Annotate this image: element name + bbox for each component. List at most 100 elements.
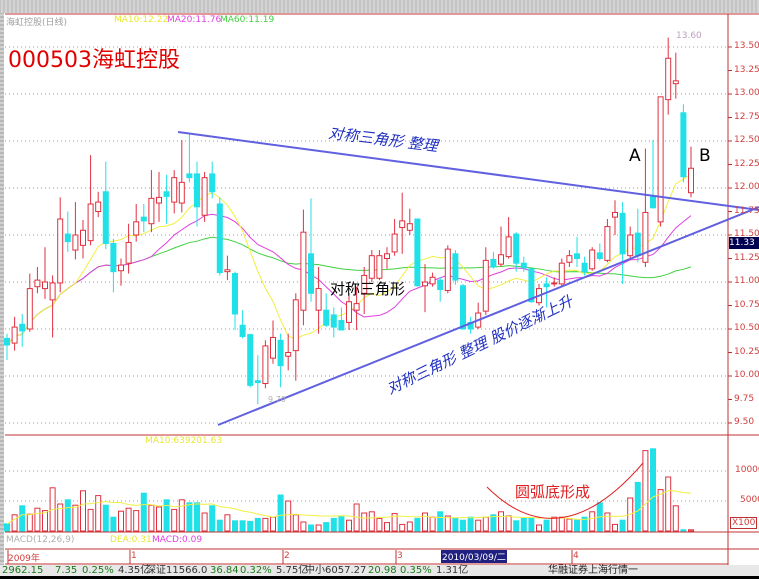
candle-up bbox=[391, 233, 398, 253]
volume-bar bbox=[186, 502, 193, 532]
volume-bar bbox=[80, 490, 86, 532]
candle-up bbox=[665, 57, 672, 101]
triangle-upper-trendline bbox=[177, 131, 759, 211]
cursor-date: 2010/03/09/二 bbox=[441, 550, 507, 563]
candle-up bbox=[171, 177, 178, 203]
volume-bar bbox=[26, 513, 33, 532]
volume-bar bbox=[642, 450, 649, 532]
volume-bar bbox=[247, 520, 254, 532]
volume-bar bbox=[384, 522, 390, 532]
market-status-bar: 2962.15 7.35 0.25% 4.35亿 深证11566.0 36.84… bbox=[0, 565, 759, 576]
candle-up bbox=[26, 288, 33, 330]
candle-up bbox=[87, 203, 94, 242]
candle-up bbox=[34, 279, 41, 288]
candle-up bbox=[604, 226, 611, 261]
candle-up bbox=[95, 201, 102, 213]
candle-up bbox=[672, 80, 679, 85]
volume-bar bbox=[277, 494, 284, 532]
candle-up bbox=[80, 229, 86, 246]
candle-down bbox=[634, 232, 641, 257]
volume-bar bbox=[125, 507, 132, 532]
candle-down bbox=[543, 283, 550, 288]
candle-up bbox=[589, 249, 596, 270]
volume-unit-label: X100 bbox=[730, 517, 758, 529]
volume-bar bbox=[589, 511, 596, 532]
candle-up bbox=[118, 264, 124, 272]
candle-down bbox=[596, 252, 603, 260]
candle-down bbox=[19, 323, 26, 332]
volume-bar bbox=[574, 519, 580, 532]
candle-up bbox=[49, 282, 56, 301]
volume-bar bbox=[490, 514, 497, 532]
candle-down bbox=[194, 173, 200, 208]
sh-amount: 4.35亿 bbox=[118, 565, 151, 576]
candle-down bbox=[247, 334, 254, 386]
volume-ma10-line bbox=[6, 490, 692, 525]
candle-up bbox=[315, 288, 322, 311]
ma20-legend: MA20:11.76 bbox=[167, 15, 222, 25]
volume-bar bbox=[72, 504, 79, 532]
candle-down bbox=[277, 339, 284, 367]
ma60-legend: MA60:11.19 bbox=[220, 15, 275, 25]
candle-down bbox=[254, 380, 261, 384]
stock-title: 000503海虹控股 bbox=[8, 48, 180, 73]
candle-up bbox=[384, 253, 390, 260]
candle-down bbox=[4, 337, 10, 346]
price-tick-label: 12.75 bbox=[734, 111, 759, 122]
broker-label[interactable]: 华融证券上海行情一 bbox=[548, 565, 638, 576]
volume-bar bbox=[672, 505, 679, 532]
candle-down bbox=[437, 279, 444, 291]
volume-bar bbox=[376, 517, 383, 532]
sh-change: 7.35 bbox=[55, 565, 78, 576]
macd-dea: DEA:0.31 bbox=[110, 535, 152, 545]
price-tick-label: 9.50 bbox=[734, 417, 755, 427]
volume-bar bbox=[95, 495, 102, 532]
volume-bar bbox=[254, 517, 261, 532]
current-price-marker: 11.33 bbox=[729, 237, 759, 249]
price-tick-label: 10.75 bbox=[734, 299, 759, 310]
candle-down bbox=[338, 320, 345, 331]
volume-bar bbox=[475, 519, 482, 532]
volume-tick-5000: 5000 bbox=[740, 495, 759, 505]
candle-up bbox=[422, 281, 428, 287]
candle-down bbox=[209, 173, 216, 193]
price-tick-label: 11.00 bbox=[734, 276, 759, 286]
price-tick-label: 9.75 bbox=[734, 393, 755, 404]
candle-down bbox=[308, 253, 314, 294]
candle-up bbox=[178, 181, 185, 204]
triangle-lower-trendline bbox=[217, 206, 759, 426]
volume-bar bbox=[64, 499, 71, 532]
candle-up bbox=[627, 234, 634, 257]
volume-bar bbox=[110, 516, 117, 532]
price-tick-label: 12.25 bbox=[734, 158, 759, 169]
candle-up bbox=[558, 262, 565, 285]
volume-ma-legend: MA10:639201.63 bbox=[145, 436, 223, 446]
title-bar bbox=[0, 0, 759, 13]
volume-bar bbox=[270, 516, 276, 532]
point-b-label: B bbox=[699, 146, 711, 166]
date-label-feb: 2 bbox=[284, 551, 290, 561]
rounded-bottom-arc bbox=[486, 462, 644, 519]
volume-bar bbox=[437, 511, 444, 532]
volume-bar bbox=[688, 529, 694, 532]
candle-up bbox=[688, 167, 694, 194]
volume-bar bbox=[42, 510, 48, 532]
candle-up bbox=[429, 276, 436, 285]
volume-bar bbox=[201, 512, 208, 532]
candle-up bbox=[224, 269, 231, 273]
candle-up bbox=[566, 255, 573, 263]
price-tick-label: 10.25 bbox=[734, 346, 759, 357]
candle-down bbox=[490, 258, 497, 268]
candle-down bbox=[619, 212, 626, 255]
volume-bar bbox=[680, 529, 687, 532]
candle-up bbox=[262, 345, 269, 385]
volume-bar bbox=[133, 510, 140, 532]
volume-bar bbox=[391, 513, 398, 532]
candle-up bbox=[57, 218, 64, 284]
zx-index: 中小6057.27 bbox=[305, 565, 367, 576]
date-label-apr: 4 bbox=[573, 551, 579, 561]
sz-index: 深证11566.0 bbox=[146, 565, 208, 576]
volume-bar bbox=[323, 522, 330, 532]
low-price-label: 9.70 bbox=[268, 395, 286, 404]
